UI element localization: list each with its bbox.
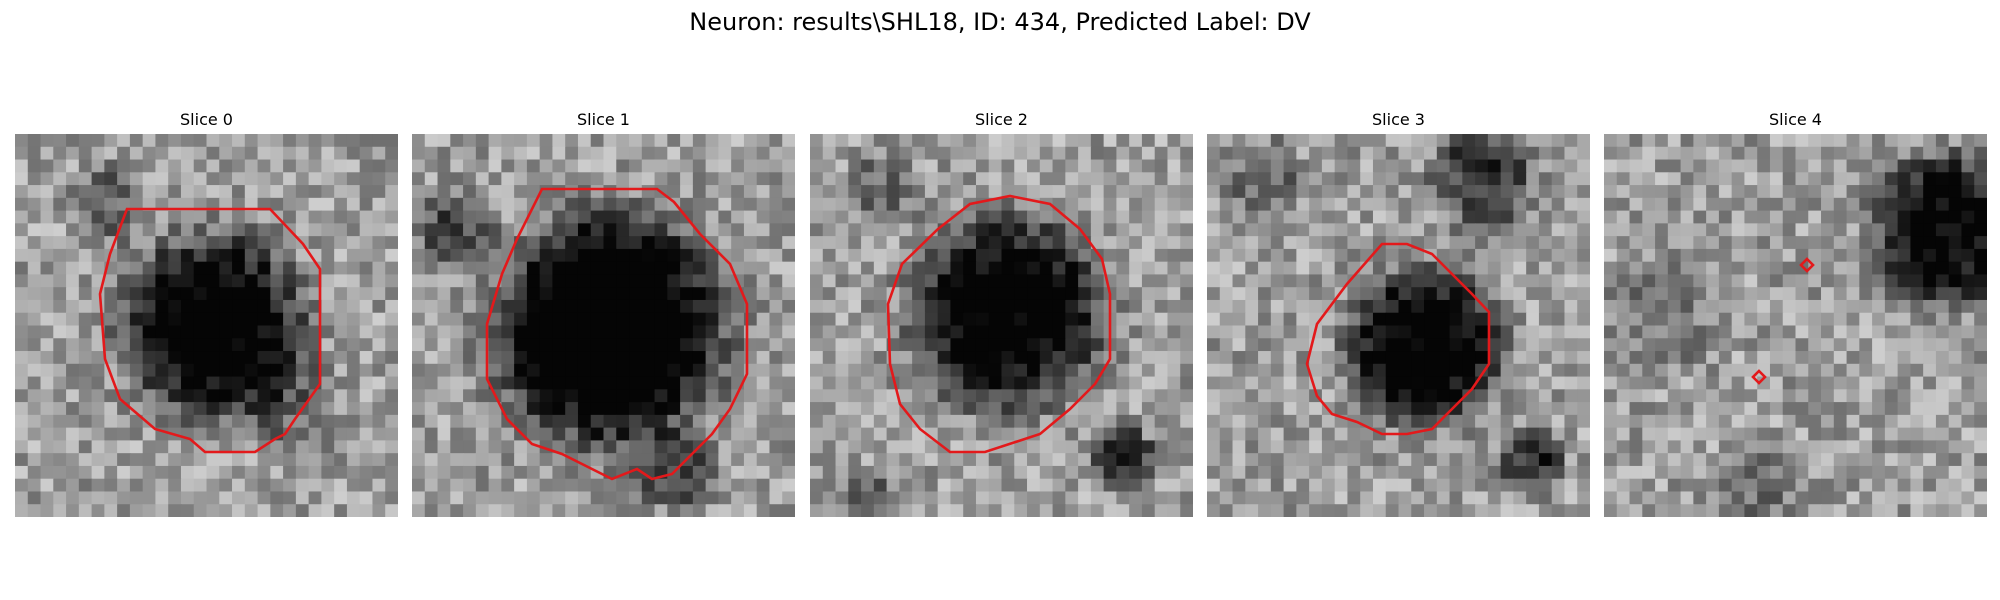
contour-outline [485,187,749,481]
slice-title: Slice 3 [1372,110,1425,129]
slice-title: Slice 2 [975,110,1028,129]
contour-outline [886,194,1112,454]
figure-title: Neuron: results\SHL18, ID: 434, Predicte… [689,8,1311,36]
slice-image [15,134,398,517]
contour-outline [1799,257,1815,273]
slice-title: Slice 1 [577,110,630,129]
contour-outline [1751,369,1767,385]
contour-outline [98,207,322,454]
slice-image [810,134,1193,517]
slice-image [1604,134,1987,517]
contour-outline [1305,242,1491,436]
slice-image [1207,134,1590,517]
slice-image [412,134,795,517]
slice-title: Slice 0 [180,110,233,129]
slice-title: Slice 4 [1769,110,1822,129]
